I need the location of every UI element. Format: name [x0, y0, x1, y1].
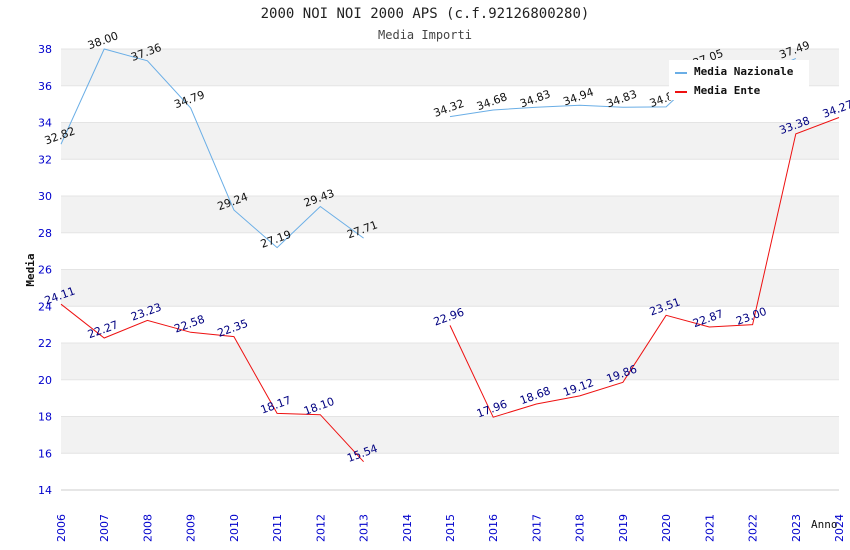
series-line-nazionale [60, 48, 364, 249]
y-tick-label: 26 [38, 264, 52, 277]
y-tick-label: 16 [38, 447, 52, 460]
x-tick-label: 2012 [314, 514, 327, 542]
y-tick-label: 18 [38, 411, 52, 424]
x-tick-label: 2008 [141, 514, 154, 542]
data-label-ente: 22.27 [86, 318, 120, 341]
x-tick-label: 2009 [185, 514, 198, 542]
y-tick-label: 34 [38, 117, 52, 130]
x-tick-label: 2019 [617, 514, 630, 542]
x-tick-label: 2015 [444, 514, 457, 542]
background-band [61, 343, 839, 380]
x-tick-label: 2018 [574, 514, 587, 542]
x-tick-label: 2020 [660, 514, 673, 542]
data-label-ente: 18.17 [259, 394, 293, 417]
legend-label-nazionale: Media Nazionale [694, 65, 794, 78]
x-tick-label: 2007 [98, 514, 111, 542]
background-band [61, 416, 839, 454]
x-tick-label: 2021 [703, 514, 716, 542]
y-tick-label: 32 [38, 153, 52, 166]
x-tick-label: 2014 [401, 514, 414, 542]
background-band [61, 196, 839, 233]
x-axis-label: Anno [811, 518, 838, 531]
background-band [61, 122, 839, 160]
y-tick-label: 24 [38, 300, 52, 313]
y-tick-label: 28 [38, 227, 52, 240]
x-tick-label: 2016 [487, 514, 500, 542]
y-tick-label: 38 [38, 43, 52, 56]
y-tick-label: 36 [38, 80, 52, 93]
data-label-ente: 34.27 [821, 98, 850, 121]
y-tick-label: 30 [38, 190, 52, 203]
background-band [61, 269, 839, 307]
y-tick-labels: 14 16 18 20 22 24 26 28 30 32 34 36 38 [38, 43, 52, 497]
x-tick-label: 2023 [790, 514, 803, 542]
x-tick-label: 2024 [833, 514, 846, 542]
series-line-ente [60, 303, 364, 463]
series-line-ente [449, 117, 840, 418]
legend: Media Nazionale Media Ente [669, 60, 809, 100]
x-tick-label: 2022 [747, 514, 760, 542]
x-tick-labels: 2006 2007 2008 2009 2010 2011 2012 2013 2014 2015… [55, 514, 846, 542]
chart-subtitle: Media Importi [378, 28, 472, 42]
x-tick-label: 2010 [228, 514, 241, 542]
x-tick-label: 2011 [271, 514, 284, 542]
y-axis-label: Media [24, 253, 37, 286]
y-tick-label: 20 [38, 374, 52, 387]
y-tick-label: 22 [38, 337, 52, 350]
chart-title: 2000 NOI NOI 2000 APS (c.f.92126800280) [261, 6, 590, 22]
data-label-ente: 18.68 [518, 384, 552, 407]
data-label-nazionale: 34.32 [432, 97, 466, 120]
legend-label-ente: Media Ente [694, 84, 761, 97]
legend-box [669, 60, 809, 100]
x-tick-label: 2017 [530, 514, 543, 542]
y-tick-label: 14 [38, 484, 52, 497]
x-tick-label: 2006 [55, 514, 68, 542]
x-tick-label: 2013 [358, 514, 371, 542]
data-label-nazionale: 34.79 [172, 88, 206, 111]
data-label-ente: 22.96 [432, 306, 466, 329]
